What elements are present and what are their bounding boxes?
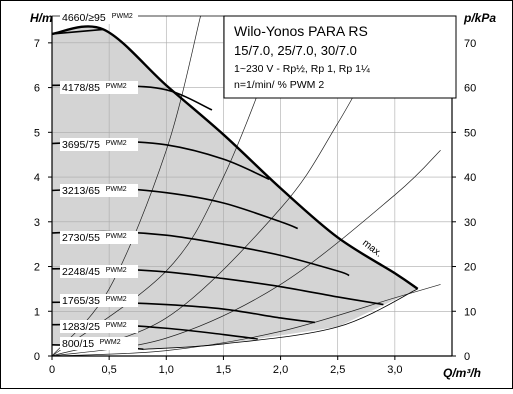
curve-label: 2730/55 PWM2 [60, 231, 138, 244]
curve-label-suffix: PWM2 [100, 339, 121, 346]
x-tick-label: 2,0 [273, 364, 288, 376]
curve-label-suffix: PWM2 [112, 13, 133, 20]
chart-subtitle-line: n=1/min/ % PWM 2 [234, 79, 324, 91]
curve-label: 4178/85 PWM2 [60, 81, 138, 94]
min-curve [143, 288, 418, 350]
y2-tick-label: 70 [464, 38, 476, 50]
curve-label-text: 2730/55 [62, 232, 100, 244]
curve-label-text: 3213/65 [62, 185, 100, 197]
curve-label-bg [60, 11, 138, 24]
y-tick-label: 1 [34, 306, 40, 318]
curve-label-bg [60, 294, 138, 307]
x-tick-label: 1,0 [159, 364, 174, 376]
curve-label-suffix: PWM2 [106, 233, 127, 240]
curve-label: 1765/35 PWM2 [60, 294, 138, 307]
y2-tick-label: 60 [464, 83, 476, 95]
curve-label-suffix: PWM2 [106, 296, 127, 303]
curve-label-bg [60, 265, 138, 278]
operating-range-area [52, 26, 418, 350]
system-curve [51, 284, 441, 357]
max-curve [51, 25, 419, 290]
y2-tick-label: 30 [464, 217, 476, 229]
x-tick-label: 0 [49, 364, 55, 376]
y2-tick-label: 0 [464, 351, 470, 363]
curve-label-bg [60, 81, 138, 94]
curve-label-bg [60, 320, 138, 333]
curve-label-bg [60, 138, 138, 151]
curve-label: 1283/25 PWM2 [60, 320, 138, 333]
title-box [223, 15, 457, 99]
curve-label-suffix: PWM2 [106, 140, 127, 147]
x-tick-label: 3,0 [387, 364, 402, 376]
chart-subtitle-line: 1~230 V - Rp½, Rp 1, Rp 1¼ [234, 63, 370, 75]
curve-label-bg [60, 231, 138, 244]
chart-title: Wilo-Yonos PARA RS [234, 23, 368, 39]
chart-subtitle-line: 15/7.0, 25/7.0, 30/7.0 [234, 43, 357, 58]
curve-label-bg [60, 184, 138, 197]
x-tick-label: 1,5 [216, 364, 231, 376]
y-tick-label: 3 [34, 217, 40, 229]
curve-label: 3213/65 PWM2 [60, 184, 138, 197]
y2-tick-label: 20 [464, 262, 476, 274]
y-tick-label: 5 [34, 127, 40, 139]
y-tick-label: 4 [34, 172, 40, 184]
y-tick-label: 2 [34, 262, 40, 274]
y-tick-label: 0 [34, 351, 40, 363]
curve-label-suffix: PWM2 [106, 322, 127, 329]
curve-label-suffix: PWM2 [106, 83, 127, 90]
curve-label: 800/15 PWM2 [60, 337, 138, 350]
y2-tick-label: 40 [464, 172, 476, 184]
curve-label: 4660/≥95 PWM2 [60, 11, 138, 24]
curve-label-text: 1765/35 [62, 295, 100, 307]
curve-label-bg [60, 337, 138, 350]
curve-label-text: 4178/85 [62, 82, 100, 94]
y-tick-label: 6 [34, 83, 40, 95]
x-axis-title: Q/m³/h [443, 366, 481, 380]
curve-label: 3695/75 PWM2 [60, 138, 138, 151]
curve-label-text: 800/15 [62, 338, 94, 350]
curve-label-suffix: PWM2 [106, 267, 127, 274]
curve-label: 2248/45 PWM2 [60, 265, 138, 278]
curve-label-text: 2248/45 [62, 266, 100, 278]
y2-tick-label: 10 [464, 306, 476, 318]
curve-label-text: 3695/75 [62, 139, 100, 151]
y2-tick-label: 50 [464, 127, 476, 139]
curve-label-text: 4660/≥95 [62, 12, 106, 24]
y-tick-label: 7 [34, 38, 40, 50]
curve-label-text: 1283/25 [62, 321, 100, 333]
x-tick-label: 2,5 [330, 364, 345, 376]
y-axis-title: H/m [30, 11, 53, 25]
x-tick-label: 0,5 [101, 364, 116, 376]
curve-label-suffix: PWM2 [106, 186, 127, 193]
y2-axis-title: p/kPa [463, 11, 496, 25]
